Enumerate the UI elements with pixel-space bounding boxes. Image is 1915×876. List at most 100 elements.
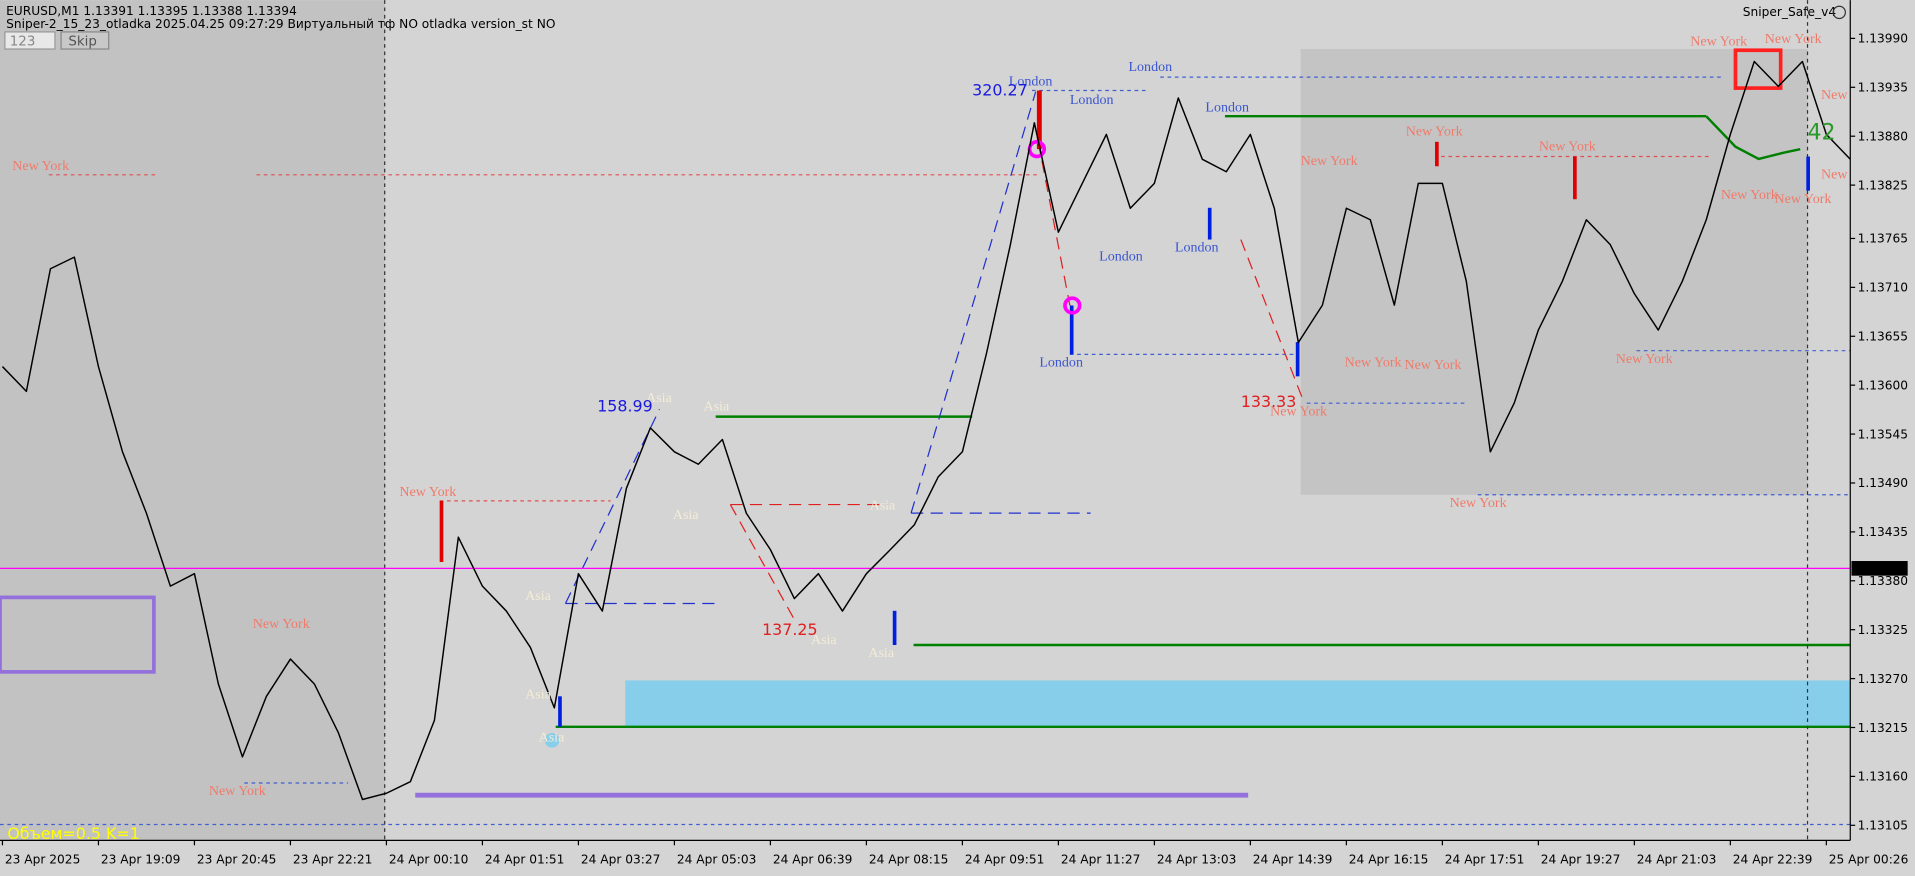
y-tick-label: 1.13655 [1858, 330, 1908, 344]
signal-bar [1435, 141, 1439, 167]
annotation: New York [253, 616, 311, 632]
annotation: Asia [868, 645, 894, 661]
annotation: Asia [703, 399, 729, 415]
annotation: New York [1404, 357, 1462, 373]
annotation: New York [1406, 124, 1464, 140]
y-tick-label: 1.13490 [1858, 476, 1908, 490]
zone-box [625, 680, 1851, 727]
annotation: New York [1690, 33, 1748, 49]
annotation: New York [1301, 153, 1359, 169]
y-tick-label: 1.13990 [1858, 32, 1908, 46]
annotation: New York [1450, 495, 1508, 511]
close-icon[interactable] [1832, 5, 1846, 20]
annotation: London [1039, 355, 1083, 371]
indicator-name: Sniper_Safe_v4 [1743, 5, 1837, 19]
annotation: New York [1721, 187, 1779, 203]
annotation: London [1128, 59, 1172, 75]
y-tick-label: 1.13825 [1858, 178, 1908, 192]
x-tick-label: 24 Apr 03:27 [581, 853, 661, 867]
input-text[interactable]: 123 [10, 34, 36, 49]
x-tick-label: 24 Apr 00:10 [389, 853, 469, 867]
y-tick-label: 1.13105 [1858, 819, 1908, 833]
annotation: 320.27 [972, 80, 1028, 99]
input-box[interactable] [4, 31, 56, 50]
annotation: Asia [673, 507, 699, 523]
skip-button-label[interactable]: Skip [68, 34, 97, 49]
signal-bar [439, 500, 444, 562]
x-tick-label: 24 Apr 09:51 [965, 853, 1045, 867]
footer-note: Объем=0.5 K=1 [7, 824, 140, 843]
annotation: Asia [646, 390, 672, 406]
annotation: Asia [525, 687, 551, 703]
annotation: New York [1345, 355, 1403, 371]
annotation: 137.25 [762, 620, 818, 639]
x-tick-label: 23 Apr 2025 [5, 853, 80, 867]
y-tick-label: 1.13935 [1858, 81, 1908, 95]
x-tick-label: 23 Apr 19:09 [101, 853, 181, 867]
x-tick-label: 24 Apr 08:15 [869, 853, 949, 867]
x-tick-label: 25 Apr 00:26 [1829, 853, 1909, 867]
annotation: Asia [525, 588, 551, 604]
y-tick-label: 1.13600 [1858, 378, 1908, 392]
annotation: London [1009, 74, 1053, 90]
annotation: London [1175, 240, 1219, 256]
annotation: London [1070, 92, 1114, 108]
signal-bar [1069, 305, 1074, 355]
x-tick-label: 24 Apr 05:03 [677, 853, 757, 867]
x-tick-label: 24 Apr 01:51 [485, 853, 565, 867]
indicator-curve [1705, 115, 1801, 161]
dotted-levels [0, 0, 1851, 841]
trend-line [729, 504, 797, 624]
annotation: 158.99 [597, 397, 653, 416]
x-tick-label: 24 Apr 21:03 [1637, 853, 1717, 867]
annotation: New York [1765, 31, 1823, 47]
x-tick-label: 23 Apr 22:21 [293, 853, 373, 867]
signal-bar [1573, 156, 1577, 200]
annotation: New York [209, 783, 267, 799]
current-price-label: 1.13394 [1855, 562, 1906, 576]
y-tick-label: 1.13325 [1858, 623, 1908, 637]
annotation: New York [399, 484, 457, 500]
x-tick-label: 24 Apr 19:27 [1541, 853, 1621, 867]
annotation: New York [1539, 138, 1597, 154]
annotation: 133.33 [1241, 392, 1297, 411]
time-axis-area [0, 840, 1915, 876]
x-tick-label: 24 Apr 11:27 [1061, 853, 1141, 867]
annotation: London [1099, 248, 1143, 264]
x-tick-label: 24 Apr 16:15 [1349, 853, 1429, 867]
trend-line [1240, 239, 1303, 398]
signal-bars [439, 48, 1810, 748]
x-tick-label: 24 Apr 22:39 [1733, 853, 1813, 867]
trend-line [910, 91, 1037, 514]
x-tick-label: 24 Apr 14:39 [1253, 853, 1333, 867]
x-tick-label: 24 Apr 17:51 [1445, 853, 1525, 867]
annotation: New [1821, 87, 1848, 103]
trend-line [564, 409, 661, 604]
annotation: London [1205, 99, 1249, 115]
signal-bar [1036, 90, 1042, 150]
y-tick-label: 1.13880 [1858, 129, 1908, 143]
axes: 1.13105 1.13160 1.13215 1.13270 1.13325 1.133… [1, 32, 1909, 867]
price-line [1, 60, 1851, 801]
y-tick-label: 1.13545 [1858, 427, 1908, 441]
y-tick-label: 1.13160 [1858, 770, 1908, 784]
y-tick-label: 1.13270 [1858, 672, 1908, 686]
signal-bar [1806, 156, 1810, 191]
y-tick-label: 1.13215 [1858, 721, 1908, 735]
header-line: EURUSD,M1 1.13391 1.13395 1.13388 1.1339… [6, 4, 297, 18]
skip-button[interactable] [60, 31, 110, 50]
signal-circle [544, 732, 560, 748]
annotation: New York [1616, 351, 1674, 367]
signal-bar [1207, 207, 1212, 240]
signal-bar [1295, 342, 1300, 377]
y-tick-label: 1.13710 [1858, 281, 1908, 295]
plot [0, 60, 1851, 801]
annotation: New York [1775, 191, 1833, 207]
zone-outline [0, 595, 156, 674]
x-tick-label: 24 Apr 13:03 [1157, 853, 1237, 867]
annotation: New York [1270, 403, 1328, 419]
annotation: 42 [1808, 120, 1836, 145]
price-axis-area [1850, 0, 1915, 876]
